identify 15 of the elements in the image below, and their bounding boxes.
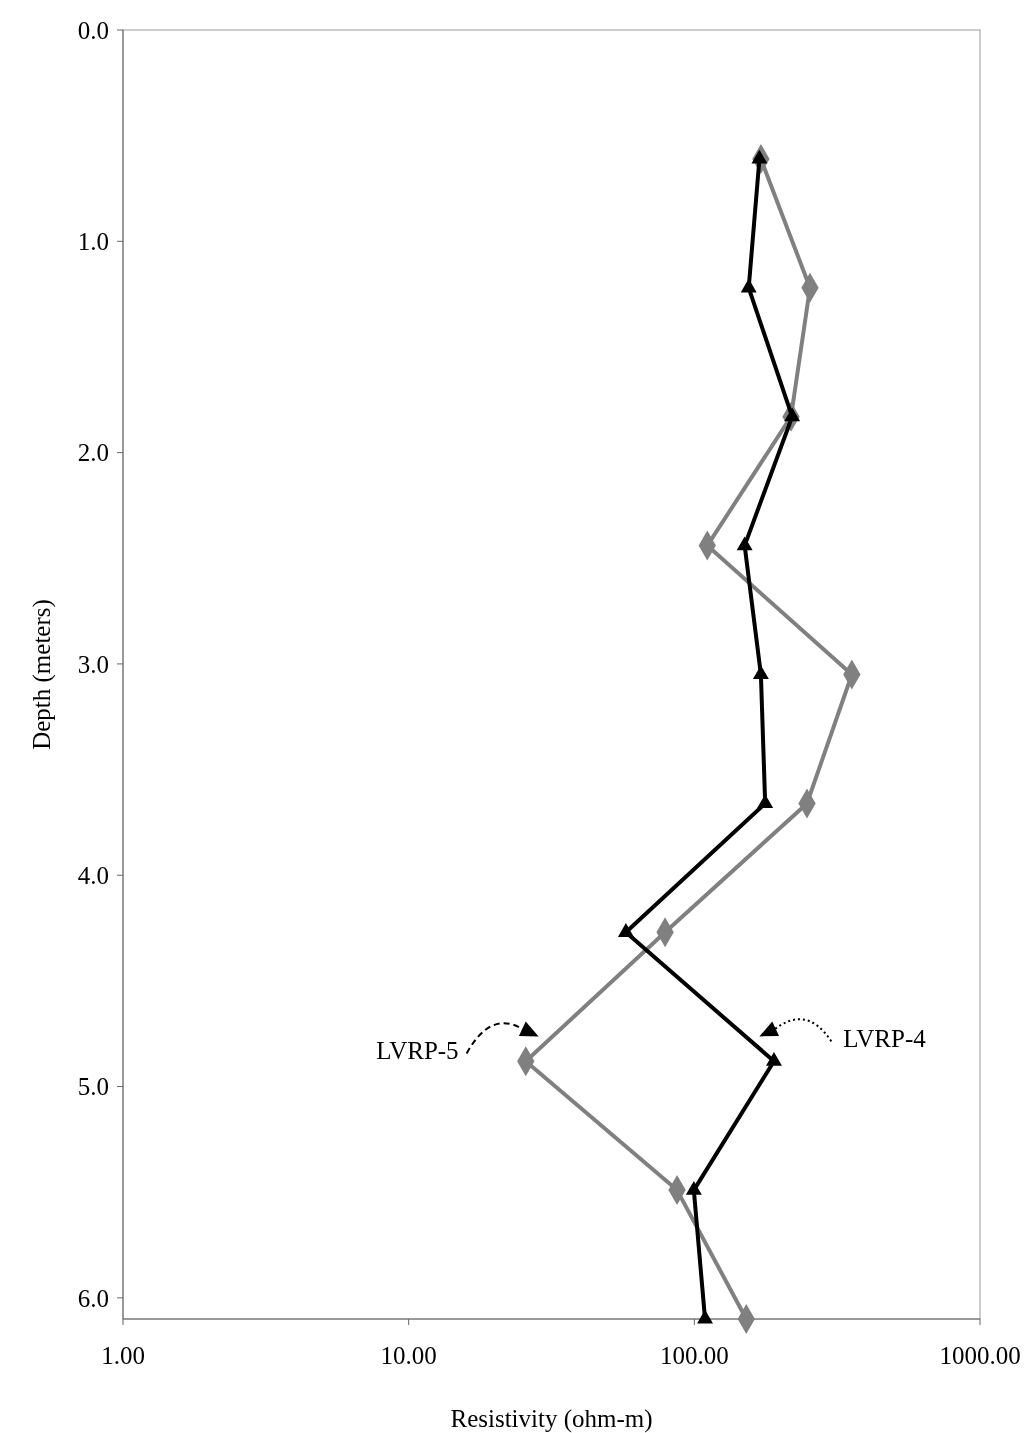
text: LVRP-5 <box>376 1037 459 1065</box>
x-tick-label: 1000.00 <box>939 1342 1021 1369</box>
y-tick-label: 4.0 <box>77 862 109 889</box>
x-tick-label: 1.00 <box>101 1342 145 1369</box>
y-axis-title: Depth (meters) <box>28 599 56 750</box>
y-tick-label: 2.0 <box>77 439 109 467</box>
y-tick-label: 6.0 <box>77 1284 109 1312</box>
legend-label: LVRP-4 <box>843 1025 927 1053</box>
x-axis-title: Resistivity (ohm-m) <box>450 1405 653 1433</box>
y-tick-label: 3.0 <box>77 650 109 678</box>
y-tick-label: 1.0 <box>77 228 109 256</box>
y-tick-label: 0.0 <box>77 16 109 44</box>
x-tick-label: 10.00 <box>380 1342 437 1369</box>
x-tick-label: 100.00 <box>659 1342 729 1369</box>
y-tick-label: 5.0 <box>77 1073 109 1101</box>
